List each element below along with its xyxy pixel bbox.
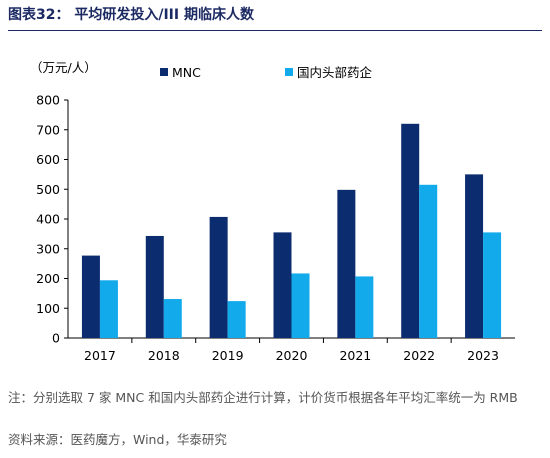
bar-mnc [209, 216, 228, 338]
footnote: 注：分别选取 7 家 MNC 和国内头部药企进行计算，计价货币根据各年平均汇率统… [8, 390, 518, 405]
x-tick-label: 2019 [212, 348, 244, 363]
y-tick-label: 0 [52, 331, 60, 346]
bar-mnc [273, 232, 292, 338]
legend-swatch-mnc [160, 68, 168, 76]
y-tick-label: 500 [36, 182, 60, 197]
figure-title: 图表32： 平均研发投入/III 期临床人数 [8, 7, 254, 23]
bar-chart: （万元/人） MNC 国内头部药企 0 100 200 300 400 500 600 700… [30, 60, 515, 363]
bar-mnc [81, 255, 100, 338]
legend-label-domestic: 国内头部药企 [297, 65, 373, 80]
x-tick-label: 2020 [276, 348, 308, 363]
legend-label-mnc: MNC [172, 65, 201, 80]
bar-mnc [401, 123, 420, 338]
y-tick-label: 800 [36, 93, 60, 108]
x-tick-label: 2022 [403, 348, 435, 363]
bar-mnc [145, 235, 164, 338]
bar-mnc [465, 174, 484, 338]
y-tick-label: 300 [36, 241, 60, 256]
bar-domestic [291, 273, 310, 338]
y-unit-label: （万元/人） [30, 60, 97, 75]
bar-mnc [337, 189, 356, 338]
x-tick-label: 2021 [339, 348, 371, 363]
x-tick-label: 2017 [84, 348, 116, 363]
bar-domestic [99, 280, 118, 338]
bar-domestic [355, 276, 374, 338]
legend-swatch-domestic [285, 68, 293, 76]
x-tick-label: 2023 [467, 348, 499, 363]
y-axis: 0 100 200 300 400 500 600 700 800 [36, 93, 69, 346]
y-tick-label: 600 [36, 152, 60, 167]
legend: MNC 国内头部药企 [160, 65, 373, 80]
y-tick-label: 100 [36, 301, 60, 316]
title-divider [8, 30, 542, 31]
bars [81, 123, 502, 338]
x-axis: 2017 2018 2019 2020 2021 2022 2023 [68, 337, 515, 363]
y-tick-label: 400 [36, 212, 60, 227]
source-note: 资料来源：医药魔方，Wind，华泰研究 [8, 432, 227, 447]
bar-domestic [419, 184, 438, 338]
y-tick-label: 200 [36, 271, 60, 286]
bar-domestic [163, 299, 182, 338]
x-tick-label: 2018 [148, 348, 180, 363]
bar-domestic [483, 232, 502, 338]
bar-domestic [227, 301, 246, 338]
y-tick-label: 700 [36, 122, 60, 137]
